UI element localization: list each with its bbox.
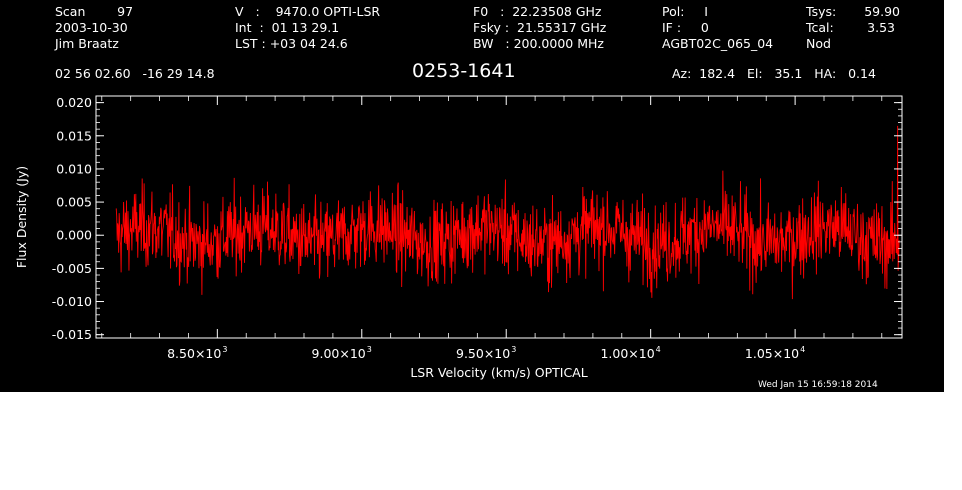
- scan-label: Scan 97: [55, 4, 134, 19]
- y-axis-title: Flux Density (Jy): [14, 166, 29, 268]
- y-tick-label: 0.020: [56, 95, 92, 110]
- timestamp-label: Wed Jan 15 16:59:18 2014: [758, 380, 878, 390]
- spectrum-plot: -0.015 -0.010 -0.005 0.000 0.005 0.010 0.015 0.…: [14, 95, 903, 380]
- spectrum-panel: Scan 97 2003-10-30 Jim Braatz V : 9470.0…: [0, 0, 944, 392]
- tcal-label: Tcal:: [806, 20, 834, 35]
- f0-label: F0 : 22.23508 GHz: [473, 4, 602, 19]
- az-el-ha-label: Az: 182.4 El: 35.1 HA: 0.14: [672, 66, 876, 81]
- source-title: 0253-1641: [412, 60, 516, 82]
- observer-label: Jim Braatz: [55, 36, 119, 51]
- spectrum-line: [115, 125, 900, 300]
- if-label: IF : 0: [662, 20, 709, 35]
- x-tick-exponent: 3: [222, 345, 227, 354]
- lst-label: LST : +03 04 24.6: [235, 36, 348, 51]
- integration-label: Int : 01 13 29.1: [235, 20, 340, 35]
- x-tick-label: 9.00×10: [312, 346, 366, 361]
- x-tick-exponent: 4: [656, 345, 661, 354]
- tcal-value: 3.53: [867, 20, 895, 35]
- x-tick-exponent: 3: [367, 345, 372, 354]
- nod-label: Nod: [806, 36, 831, 51]
- x-axis-title: LSR Velocity (km/s) OPTICAL: [410, 365, 587, 380]
- y-tick-label: -0.005: [52, 261, 92, 276]
- velocity-label: V : 9470.0 OPTI-LSR: [235, 4, 381, 19]
- y-tick-label: -0.010: [52, 294, 92, 309]
- y-tick-label: 0.010: [56, 161, 92, 176]
- y-tick-label: 0.000: [56, 228, 92, 243]
- tsys-label: Tsys:: [806, 4, 837, 19]
- y-tick-label: -0.015: [52, 327, 92, 342]
- x-tick-label: 9.50×10: [456, 346, 510, 361]
- x-tick-label: 1.05×10: [745, 346, 799, 361]
- date-label: 2003-10-30: [55, 20, 128, 35]
- x-tick-label: 1.00×10: [600, 346, 654, 361]
- x-tick-label: 8.50×10: [167, 346, 221, 361]
- coordinates-label: 02 56 02.60 -16 29 14.8: [55, 66, 215, 81]
- x-tick-exponent: 3: [511, 345, 516, 354]
- tsys-value: 59.90: [864, 4, 900, 19]
- plot-frame: [95, 95, 903, 339]
- y-tick-label: 0.015: [56, 128, 92, 143]
- project-label: AGBT02C_065_04: [662, 36, 774, 51]
- y-tick-label: 0.005: [56, 195, 92, 210]
- fsky-label: Fsky : 21.55317 GHz: [473, 20, 607, 35]
- pol-label: Pol: I: [662, 4, 708, 19]
- bandwidth-label: BW : 200.0000 MHz: [473, 36, 604, 51]
- x-tick-exponent: 4: [800, 345, 805, 354]
